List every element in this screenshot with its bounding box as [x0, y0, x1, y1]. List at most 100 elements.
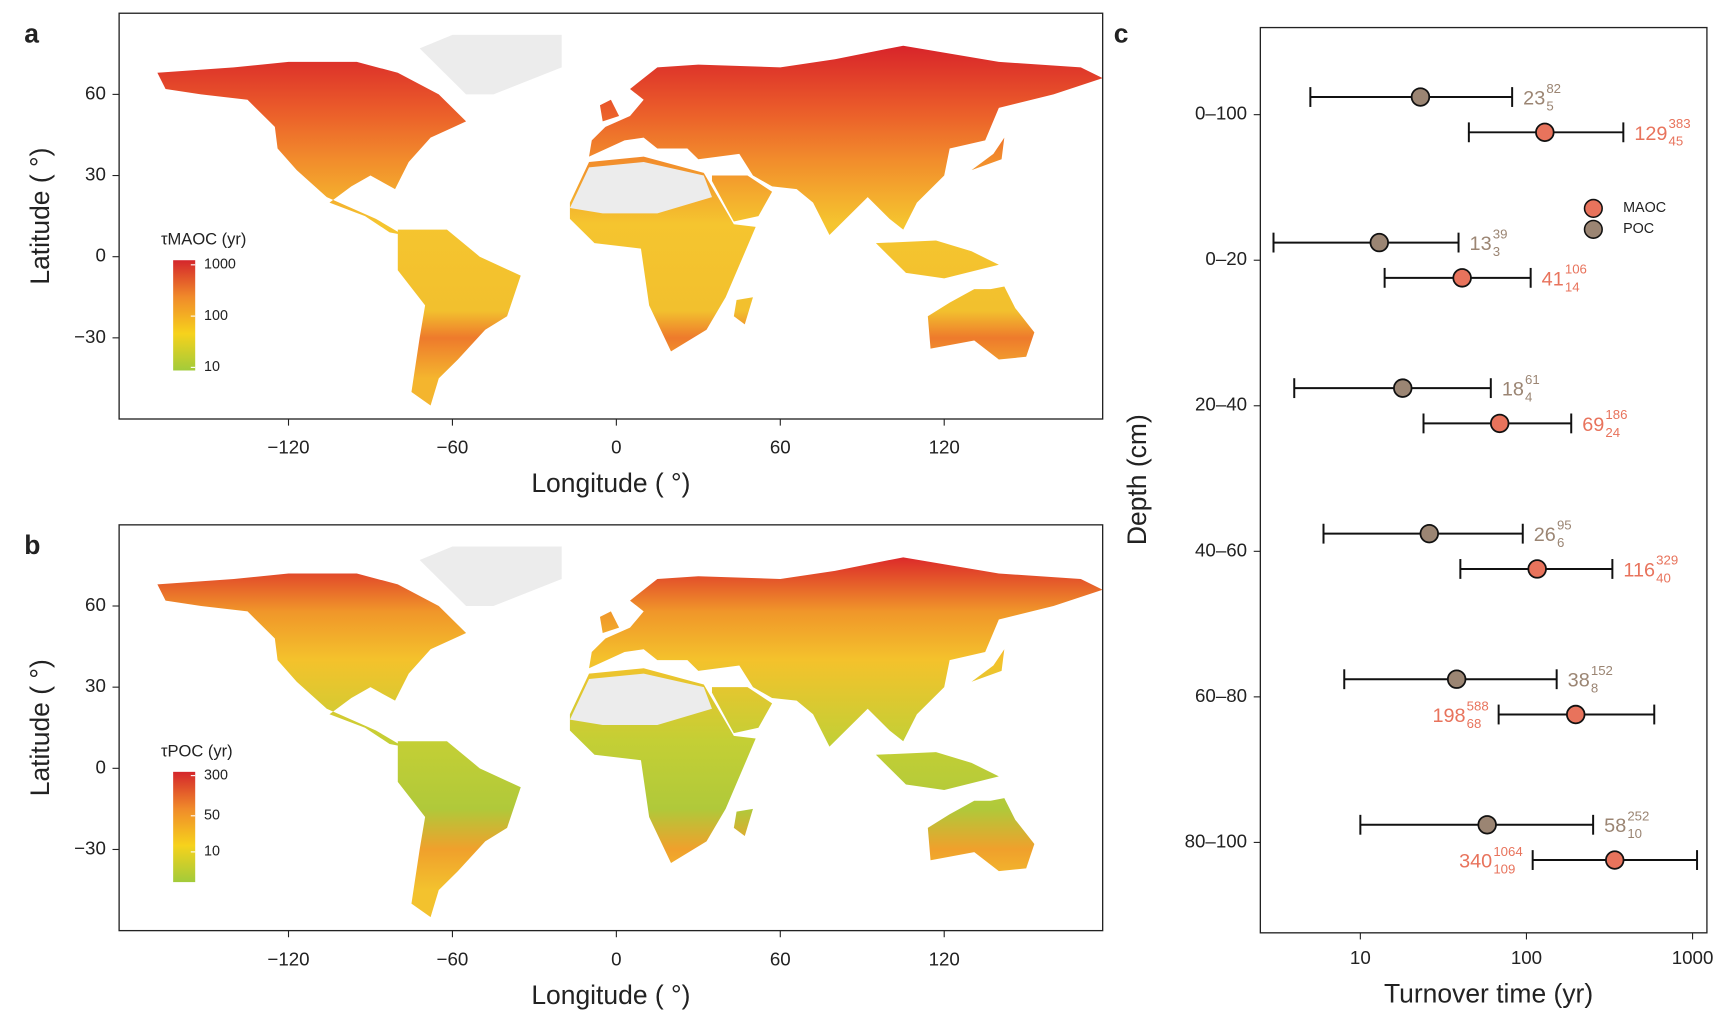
land [397, 741, 521, 918]
y-tick-label: 40–60 [1195, 539, 1247, 560]
value-label: 69 [1582, 414, 1604, 436]
value-label-lower: 3 [1493, 244, 1500, 259]
land [157, 61, 467, 236]
value-label-upper: 82 [1546, 81, 1561, 96]
y-tick-label: 0 [95, 756, 105, 777]
colorbar-title: τMAOC (yr) [161, 230, 246, 249]
value-label-upper: 329 [1656, 553, 1678, 568]
y-tick-label: −30 [74, 326, 106, 347]
point [1605, 850, 1625, 870]
colorbar-tick-label: 300 [204, 767, 228, 783]
y-tick-label: 0 [95, 245, 105, 266]
value-label-lower: 14 [1565, 279, 1580, 294]
value-label-lower: 45 [1669, 134, 1684, 149]
land [589, 45, 1103, 236]
x-axis-title: Longitude ( °) [531, 468, 690, 498]
x-tick-label: 120 [929, 437, 960, 458]
value-label-upper: 186 [1605, 407, 1627, 422]
map-land [157, 34, 1103, 406]
panel-label: a [24, 18, 39, 48]
legend-label: MAOC [1623, 200, 1666, 216]
point [1527, 559, 1547, 579]
x-tick-label: 1000 [1672, 947, 1714, 968]
value-label-upper: 152 [1591, 663, 1613, 678]
value-label-lower: 109 [1493, 861, 1515, 876]
value-label: 41 [1542, 268, 1564, 290]
value-label-lower: 8 [1591, 681, 1598, 696]
value-label: 116 [1623, 559, 1655, 581]
value-label: 26 [1534, 524, 1556, 546]
y-tick-label: 20–40 [1195, 394, 1247, 415]
point [1410, 87, 1431, 107]
value-label-lower: 4 [1525, 390, 1532, 405]
land [397, 229, 521, 406]
colorbar-tick-label: 10 [204, 359, 220, 375]
point [1452, 268, 1472, 288]
no-data-area [419, 546, 562, 607]
value-label-lower: 40 [1656, 570, 1671, 585]
value-label-lower: 10 [1627, 826, 1642, 841]
land [971, 137, 1005, 171]
y-axis-title: Latitude ( °) [25, 148, 55, 285]
no-data-area [569, 162, 712, 214]
value-label-upper: 588 [1467, 698, 1489, 713]
no-data-area [569, 673, 712, 726]
y-tick-label: 0–100 [1195, 103, 1247, 124]
value-label: 18 [1502, 379, 1524, 401]
colorbar-title: τPOC (yr) [161, 741, 233, 760]
land [875, 240, 999, 279]
y-axis-title: Depth (cm) [1122, 414, 1152, 545]
y-tick-label: −30 [74, 837, 106, 858]
land [971, 649, 1005, 682]
y-tick-label: 60 [85, 594, 106, 615]
land [589, 557, 1103, 747]
y-tick-label: 0–20 [1205, 248, 1247, 269]
value-label-upper: 39 [1493, 226, 1508, 241]
land [927, 286, 1035, 360]
value-label: 198 [1432, 705, 1465, 727]
value-label: 58 [1604, 815, 1626, 837]
y-axis-title: Latitude ( °) [25, 659, 55, 796]
land [875, 752, 999, 790]
value-label-lower: 68 [1467, 716, 1482, 731]
x-tick-label: 120 [929, 948, 960, 969]
y-tick-label: 30 [85, 675, 106, 696]
point [1419, 523, 1439, 544]
legend-label: POC [1623, 221, 1654, 237]
value-label-upper: 106 [1565, 262, 1587, 277]
y-tick-label: 60–80 [1195, 685, 1247, 706]
x-tick-label: 60 [770, 948, 791, 969]
x-tick-label: −120 [267, 437, 309, 458]
legend-marker [1583, 219, 1603, 239]
panel-label: c [1114, 18, 1129, 48]
value-label: 23 [1523, 87, 1545, 109]
x-axis-title: Turnover time (yr) [1384, 979, 1593, 1009]
y-tick-label: 30 [85, 163, 106, 184]
x-tick-label: −60 [437, 948, 469, 969]
value-label-upper: 1064 [1493, 844, 1522, 859]
colorbar-tick-label: 50 [204, 808, 220, 824]
legend-marker [1583, 198, 1603, 218]
point [1369, 232, 1389, 253]
y-tick-label: 80–100 [1185, 830, 1248, 851]
colorbar-tick-label: 1000 [204, 257, 236, 273]
x-tick-label: 10 [1350, 947, 1371, 968]
plot-frame [118, 524, 1104, 932]
point [1566, 704, 1586, 725]
land [599, 611, 620, 634]
point [1489, 413, 1510, 434]
land [927, 798, 1035, 872]
x-tick-label: 0 [611, 948, 621, 969]
land [733, 808, 753, 836]
point [1446, 669, 1467, 689]
point [1535, 122, 1555, 143]
value-label: 13 [1470, 233, 1492, 255]
land [599, 99, 620, 122]
x-tick-label: −120 [267, 948, 309, 969]
land [711, 175, 773, 222]
colorbar-tick-label: 100 [204, 308, 228, 324]
colorbar [173, 771, 196, 883]
value-label: 38 [1568, 670, 1590, 692]
no-data-area [419, 34, 562, 95]
